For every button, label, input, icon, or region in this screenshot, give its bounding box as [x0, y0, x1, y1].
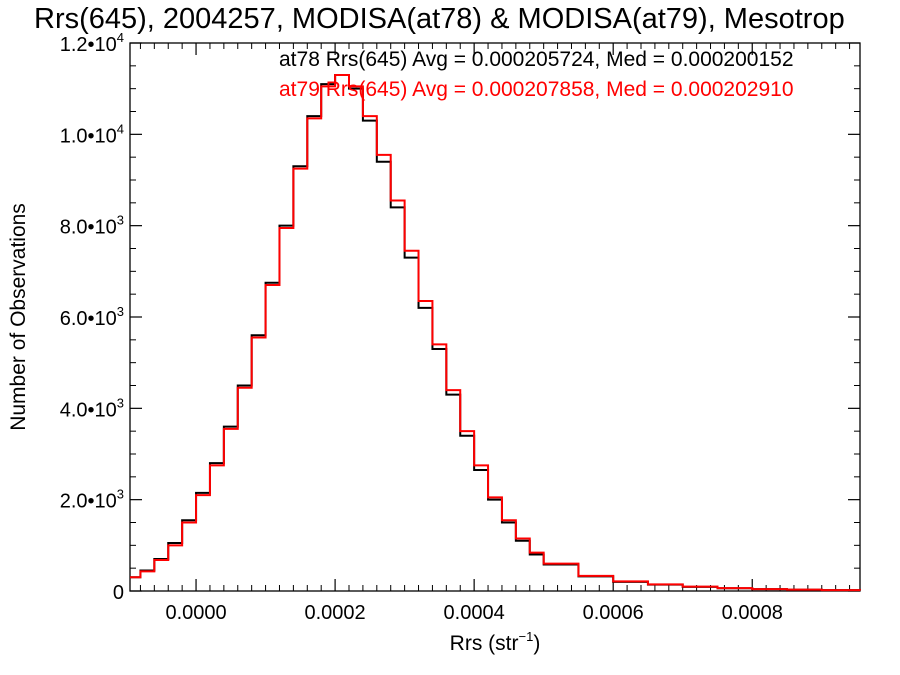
x-axis-label: Rrs (str−1) [450, 629, 541, 655]
y-tick-label: 4.0•103 [60, 395, 124, 421]
x-axis: 0.0000 0.0002 0.0004 0.0006 0.0008 [139, 43, 851, 624]
y-axis-label: Number of Observations [7, 203, 30, 431]
x-axis-label-sup: −1 [519, 629, 534, 644]
y-tick-label: 0 [113, 582, 124, 604]
x-tick-label: 0.0004 [444, 602, 505, 624]
y-tick-label: 1.0•104 [60, 121, 124, 147]
y-tick-label: 1.2•104 [60, 30, 124, 56]
y-tick-label-exponent: 3 [117, 395, 124, 410]
y-tick-label-exponent: 4 [117, 30, 124, 45]
y-tick-label-base: 1.0•10 [60, 125, 117, 147]
y-tick-label-exponent: 3 [117, 213, 124, 228]
x-tick-label: 0.0002 [305, 602, 366, 624]
y-tick-label-base: 8.0•10 [60, 217, 117, 239]
y-tick-label: 6.0•103 [60, 304, 124, 330]
y-tick-label-exponent: 4 [117, 121, 124, 136]
x-tick-label: 0.0000 [165, 602, 226, 624]
y-tick-label: 2.0•103 [60, 487, 124, 513]
y-tick-label-base: 2.0•10 [60, 491, 117, 513]
x-tick-label: 0.0008 [722, 602, 783, 624]
series-layer [130, 73, 861, 592]
x-axis-label-main: Rrs (str [450, 632, 519, 655]
y-tick-label-base: 0 [113, 582, 124, 604]
y-axis: 02.0•1034.0•1036.0•1038.0•1031.0•1041.2•… [60, 30, 860, 604]
legend-annotation-at78: at78 Rrs(645) Avg = 0.000205724, Med = 0… [279, 48, 794, 71]
y-tick-label-base: 6.0•10 [60, 308, 117, 330]
y-tick-label-exponent: 3 [117, 487, 124, 502]
plot-frame [129, 42, 861, 592]
x-tick-label: 0.0006 [583, 602, 644, 624]
series-line-at79 [130, 73, 861, 592]
chart-title: Rrs(645), 2004257, MODISA(at78) & MODISA… [34, 3, 845, 35]
y-tick-label-base: 1.2•10 [60, 34, 117, 56]
y-tick-label-exponent: 3 [117, 304, 124, 319]
y-tick-label: 8.0•103 [60, 213, 124, 239]
y-tick-label-base: 4.0•10 [60, 399, 117, 421]
series-line-at78 [130, 73, 861, 592]
legend-annotation-at79: at79 Rrs(645) Avg = 0.000207858, Med = 0… [279, 78, 794, 101]
x-axis-label-close: ) [533, 632, 540, 655]
